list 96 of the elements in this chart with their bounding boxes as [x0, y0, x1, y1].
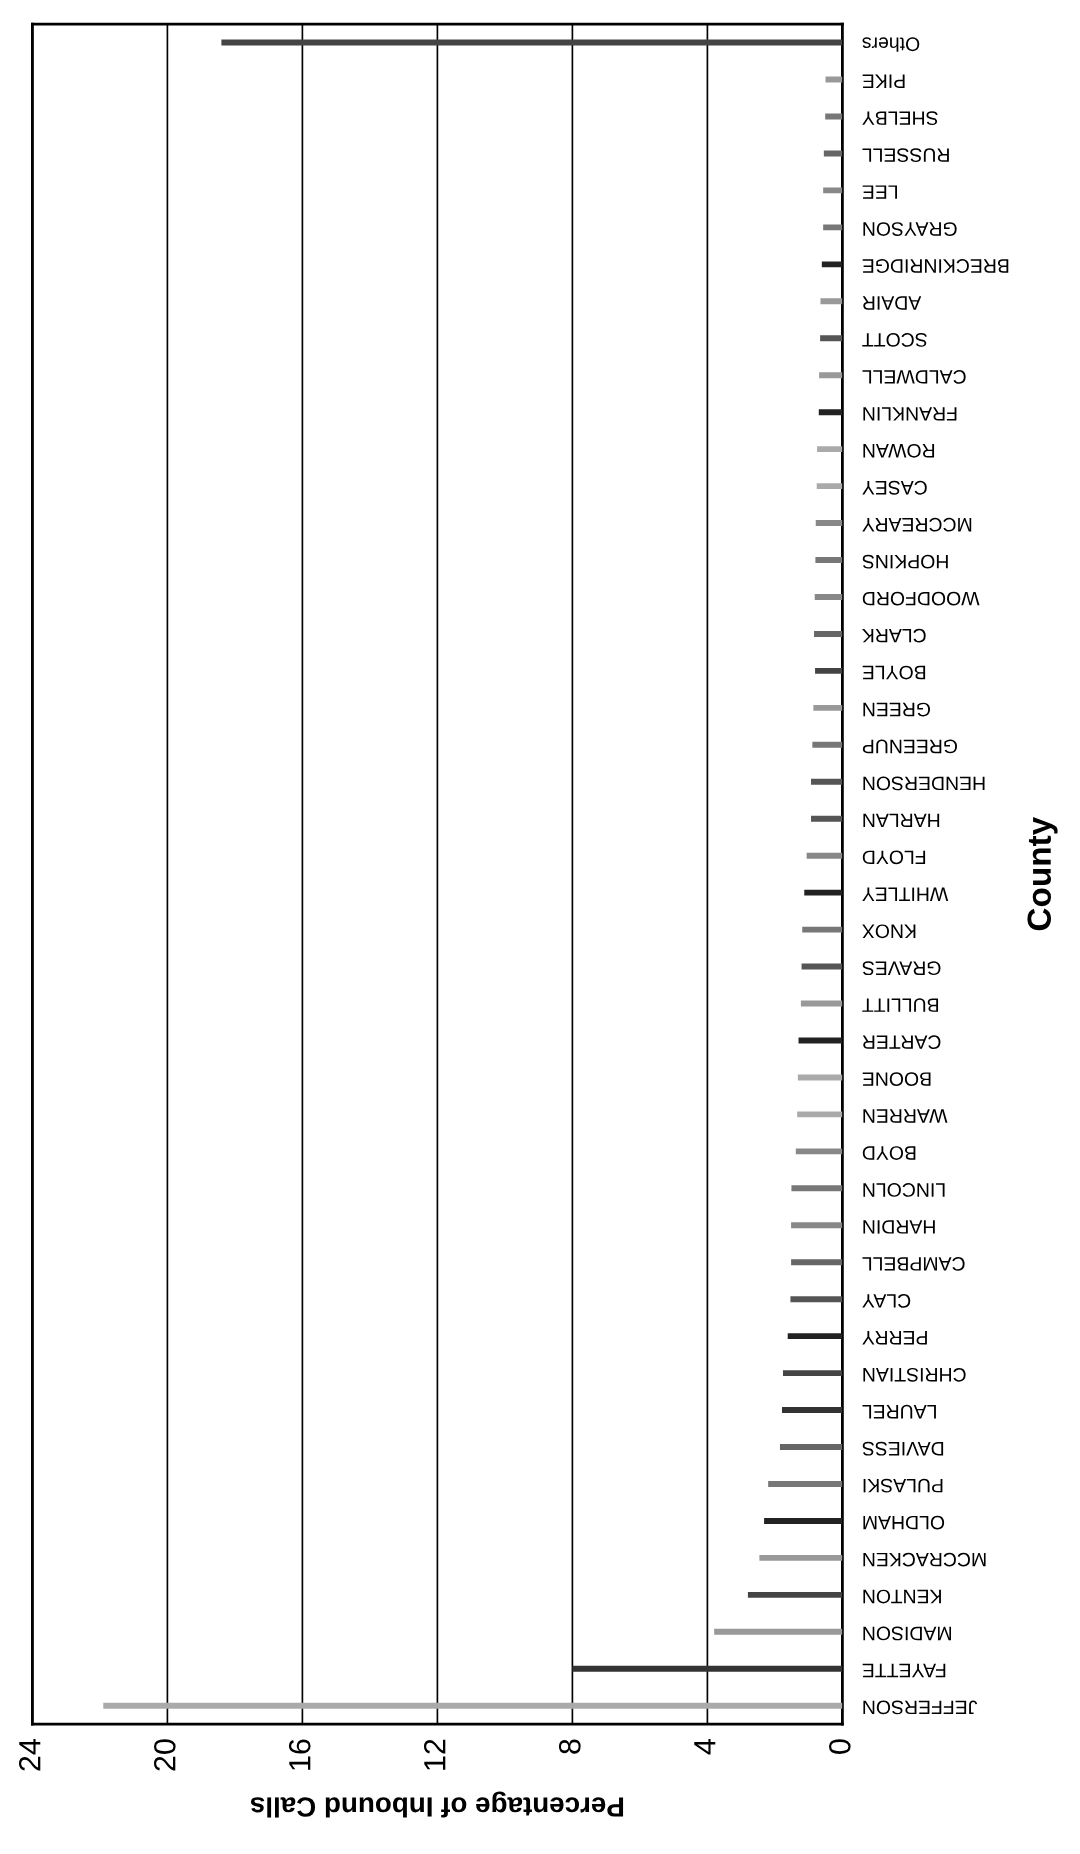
y-tick-label: CHRISTIAN — [863, 1367, 966, 1382]
bar — [790, 1296, 843, 1303]
y-tick-label: HARDIN — [863, 1220, 935, 1234]
bar — [221, 39, 843, 46]
y-tick-label: HOPKINS — [862, 554, 948, 569]
bar — [821, 261, 843, 268]
y-tick-label: WOODFORD — [862, 591, 980, 606]
y-tick-label: RUSSELL — [862, 148, 949, 163]
y-tick-label: HENDERSON — [863, 776, 985, 791]
y-tick-label: KNOX — [862, 924, 916, 939]
bar — [572, 1665, 843, 1672]
bar — [801, 963, 843, 970]
y-tick-label: PULASKI — [863, 1478, 943, 1493]
bar — [781, 1407, 843, 1414]
bar — [816, 483, 843, 490]
bar — [797, 1074, 843, 1081]
y-tick-label: ADAIR — [862, 296, 922, 310]
bar — [811, 778, 843, 785]
y-tick-label: FAYETTE — [862, 1663, 946, 1678]
x-axis-title: Percentage of Inbound Calls — [251, 1791, 624, 1818]
bar — [817, 446, 843, 453]
y-tick-label: Others — [862, 37, 920, 52]
x-tick-label: 0 — [828, 1739, 851, 1754]
bar — [791, 1259, 843, 1266]
y-tick-label: BOYD — [862, 1146, 916, 1160]
bar — [802, 926, 843, 933]
y-tick-label: FLOYD — [862, 850, 926, 865]
y-tick-label: HARLAN — [863, 813, 940, 828]
bar — [812, 741, 843, 748]
y-tick-label: CLARK — [862, 628, 926, 643]
y-tick-label: MADISON — [863, 1626, 951, 1641]
bar — [779, 1444, 843, 1450]
y-tick-label: WHITLEY — [862, 887, 949, 901]
y-tick-label: CALDWELL — [862, 369, 966, 384]
bar — [814, 630, 843, 637]
y-tick-label: GRAVES — [862, 961, 941, 976]
y-tick-label: CAMPBELL — [862, 1257, 965, 1271]
bar — [819, 372, 843, 379]
y-axis-title: County — [1027, 816, 1058, 931]
y-tick-label: CASEY — [862, 480, 927, 495]
bar — [787, 1333, 843, 1340]
y-tick-label: FRANKLIN — [863, 407, 957, 421]
y-tick-label: GRAYSON — [863, 222, 957, 236]
y-tick-label: BOYLE — [862, 665, 926, 680]
bar — [714, 1628, 843, 1635]
bar — [814, 594, 843, 600]
bar — [823, 224, 843, 231]
y-tick-label: WARREN — [863, 1109, 948, 1123]
y-tick-label: PERRY — [862, 1331, 927, 1345]
x-tick-label: 16 — [288, 1739, 311, 1770]
bar — [804, 889, 843, 896]
y-tick-label: BULLITT — [862, 998, 939, 1012]
bar — [820, 335, 843, 342]
y-tick-label: GREENUP — [862, 739, 958, 754]
y-tick-label: CARTER — [862, 1035, 941, 1050]
bar — [811, 815, 843, 822]
y-tick-label: LAUREL — [862, 1404, 936, 1419]
bar — [815, 520, 843, 527]
bar — [759, 1554, 843, 1561]
bar — [818, 409, 843, 416]
bar — [797, 1111, 843, 1118]
x-tick-label: 12 — [423, 1739, 446, 1770]
y-tick-label: GREEN — [863, 702, 931, 717]
bar — [795, 1148, 843, 1155]
bar — [791, 1185, 843, 1192]
y-tick-label: BRECKINRIDGE — [862, 259, 1009, 273]
x-tick-label: 4 — [694, 1739, 716, 1755]
y-tick-label: OLDHAM — [863, 1515, 945, 1530]
y-tick-label: ROWAN — [863, 443, 935, 458]
y-tick-label: KENTON — [863, 1589, 941, 1604]
bar — [815, 557, 843, 563]
x-tick-label: 8 — [558, 1739, 581, 1754]
y-tick-label: SCOTT — [862, 333, 927, 347]
y-tick-label: JEFFERSON — [863, 1700, 978, 1715]
y-tick-label: LEE — [862, 185, 897, 199]
bar — [768, 1481, 843, 1487]
y-tick-label: CLAY — [862, 1293, 911, 1308]
bar — [806, 852, 843, 859]
bar — [791, 1222, 843, 1229]
bar — [764, 1517, 843, 1524]
y-tick-label: MCCREARY — [862, 517, 972, 532]
y-tick-label: PIKE — [862, 74, 905, 88]
bar — [815, 667, 843, 674]
y-tick-label: BOONE — [862, 1072, 931, 1086]
y-tick-label: SHELBY — [862, 111, 938, 126]
bar — [747, 1591, 843, 1598]
x-tick-label: 20 — [153, 1739, 176, 1771]
bar — [103, 1702, 843, 1709]
x-tick-label: 24 — [18, 1739, 41, 1771]
bar — [813, 704, 843, 711]
bar — [823, 187, 843, 194]
y-tick-label: MCCRACKEN — [863, 1552, 986, 1567]
bar — [783, 1370, 843, 1377]
y-tick-label: DAVIESS — [862, 1441, 944, 1456]
y-tick-label: LINCOLN — [863, 1183, 945, 1197]
bar — [820, 298, 843, 305]
